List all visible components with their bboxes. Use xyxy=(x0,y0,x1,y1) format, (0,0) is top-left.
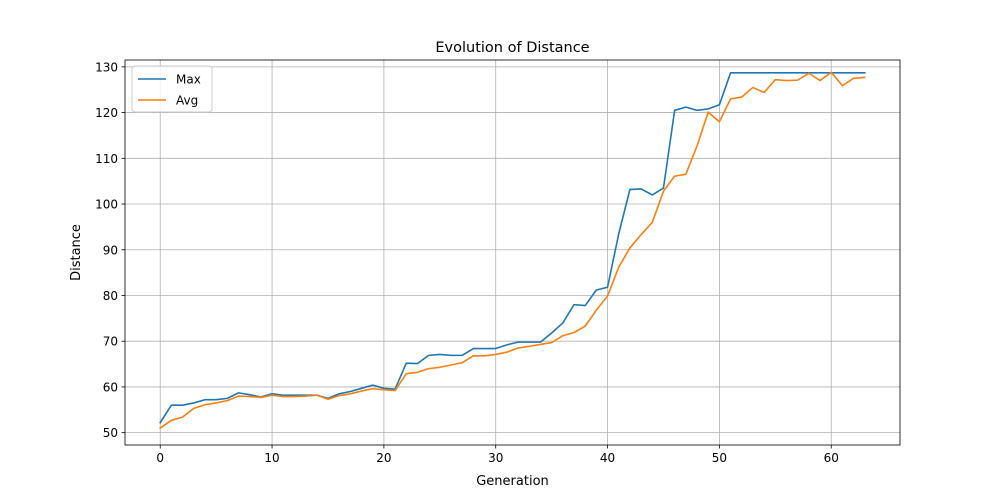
y-tick-label: 80 xyxy=(103,289,118,303)
y-tick-label: 50 xyxy=(103,426,118,440)
legend-label-max: Max xyxy=(176,73,201,87)
x-tick-label: 50 xyxy=(712,451,727,465)
x-tick-label: 20 xyxy=(376,451,391,465)
x-tick-label: 60 xyxy=(824,451,839,465)
y-tick-label: 90 xyxy=(103,243,118,257)
y-tick-label: 70 xyxy=(103,335,118,349)
chart-title: Evolution of Distance xyxy=(435,40,589,56)
series-line-max xyxy=(159,72,866,424)
y-axis-label: Distance xyxy=(69,224,84,281)
x-axis-label: Generation xyxy=(476,474,549,489)
grid xyxy=(125,60,900,445)
x-tick-label: 0 xyxy=(156,451,164,465)
y-tick-label: 100 xyxy=(95,198,118,212)
axis-ticks: 0 10 20 30 40 50 60 50 60 70 80 90 100 110 120 130 xyxy=(95,60,839,465)
legend: Max Avg xyxy=(131,65,213,113)
series-lines xyxy=(159,71,866,430)
series-line-avg xyxy=(159,71,866,430)
y-tick-label: 120 xyxy=(95,106,118,120)
legend-label-avg: Avg xyxy=(176,94,198,108)
x-tick-label: 10 xyxy=(264,451,279,465)
x-tick-label: 40 xyxy=(600,451,615,465)
x-tick-label: 30 xyxy=(488,451,503,465)
y-tick-label: 130 xyxy=(95,60,118,74)
plot-frame xyxy=(124,59,901,446)
y-tick-label: 110 xyxy=(95,152,118,166)
y-tick-label: 60 xyxy=(103,380,118,394)
